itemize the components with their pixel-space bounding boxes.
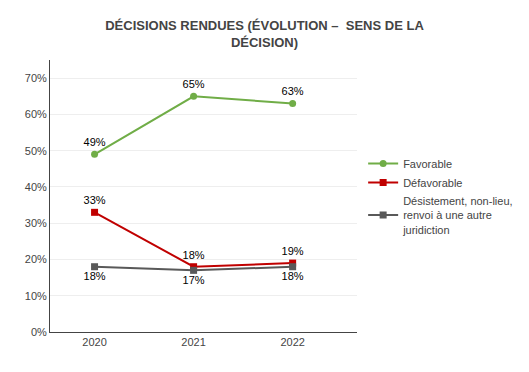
svg-text:63%: 63% bbox=[282, 85, 304, 97]
svg-text:0%: 0% bbox=[31, 326, 47, 338]
svg-text:65%: 65% bbox=[183, 78, 205, 90]
svg-text:10%: 10% bbox=[25, 290, 47, 302]
svg-text:Favorable: Favorable bbox=[403, 158, 452, 170]
svg-text:2021: 2021 bbox=[181, 336, 205, 348]
svg-text:Défavorable: Défavorable bbox=[403, 177, 462, 189]
svg-text:33%: 33% bbox=[84, 194, 106, 206]
svg-text:50%: 50% bbox=[25, 145, 47, 157]
svg-text:18%: 18% bbox=[84, 270, 106, 282]
svg-text:17%: 17% bbox=[183, 274, 205, 286]
svg-text:2020: 2020 bbox=[82, 336, 106, 348]
svg-text:DÉCISIONS RENDUES (ÉVOLUTION –: DÉCISIONS RENDUES (ÉVOLUTION – SENS DE L… bbox=[105, 18, 424, 50]
svg-text:18%: 18% bbox=[282, 270, 304, 282]
svg-text:40%: 40% bbox=[25, 181, 47, 193]
svg-text:19%: 19% bbox=[282, 245, 304, 257]
svg-text:49%: 49% bbox=[84, 136, 106, 148]
svg-text:18%: 18% bbox=[183, 249, 205, 261]
svg-text:2022: 2022 bbox=[280, 336, 304, 348]
svg-text:20%: 20% bbox=[25, 253, 47, 265]
svg-text:70%: 70% bbox=[25, 72, 47, 84]
svg-text:30%: 30% bbox=[25, 217, 47, 229]
svg-text:Désistement, non-lieu,renvoi à: Désistement, non-lieu,renvoi à une autre… bbox=[402, 195, 512, 236]
svg-text:60%: 60% bbox=[25, 108, 47, 120]
